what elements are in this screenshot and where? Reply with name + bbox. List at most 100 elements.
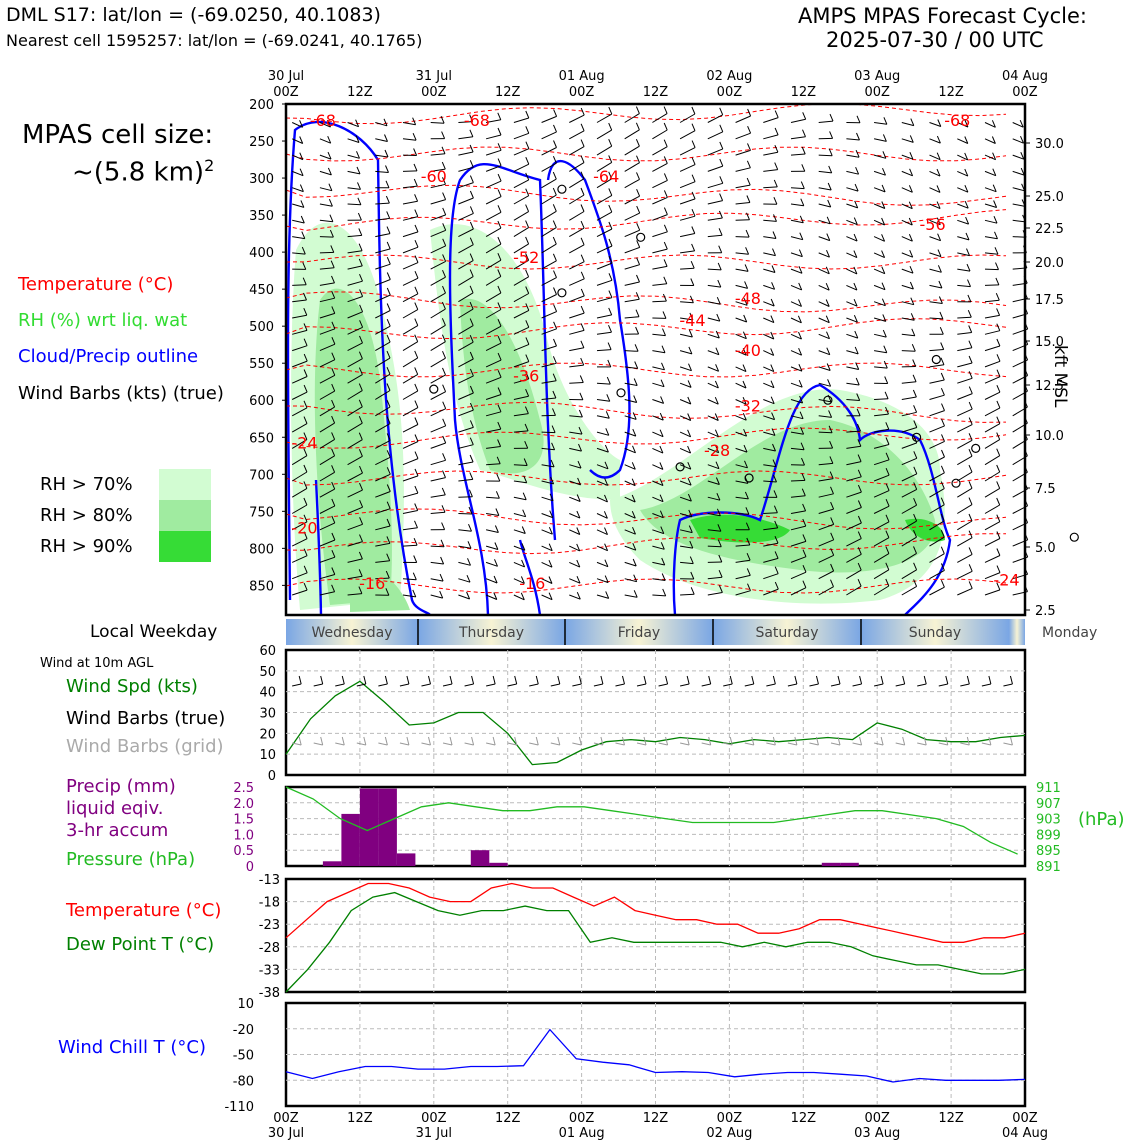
wind-barb-flag-484 <box>746 177 751 186</box>
wind-barb-flag-693 <box>936 168 941 177</box>
wind-barb-flag-277 <box>552 220 557 228</box>
wind-barb-flag-95 <box>385 195 390 204</box>
wind-barb-714 <box>929 504 945 514</box>
wind-barb-flag-46 <box>331 368 336 376</box>
wind-barb-429 <box>680 267 695 270</box>
wind-barb-359 <box>596 594 609 599</box>
wind-barb-750 <box>984 122 996 128</box>
wind-barb-688 <box>901 569 917 580</box>
wind-barb-639 <box>873 268 885 275</box>
wind-barb-flag-268 <box>520 576 525 584</box>
wind-barb-flag-202 <box>469 472 474 480</box>
wind-barb-flag-117 <box>386 553 391 561</box>
wind-barb-258 <box>513 413 529 417</box>
wind-barb-flag-85 <box>359 517 364 525</box>
wind-barb-475 <box>707 529 721 532</box>
sfc-barb-true-flag-13 <box>578 675 582 685</box>
wind-barb-672 <box>901 317 915 321</box>
wind-barb-flag-240 <box>525 110 530 119</box>
windchill-panel-ytick-4: 10 <box>237 997 254 1012</box>
wind-barb-flag-409 <box>659 429 664 437</box>
wind-barb-712 <box>929 472 945 482</box>
wind-barb-577 <box>818 236 830 242</box>
sfc-barb-true-flag-15 <box>621 675 625 685</box>
sfc-barb-grid-32 <box>981 742 992 746</box>
top-time-tick-1: 12Z <box>347 85 373 100</box>
wind-barb-740 <box>957 439 973 449</box>
wind-barb-720 <box>957 122 969 128</box>
wind-barb-362 <box>624 145 640 156</box>
wind-barb-flag-362 <box>635 139 640 147</box>
sfc-barb-grid-7 <box>442 742 453 746</box>
wind-barb-flag-783 <box>1020 167 1025 176</box>
wind-barb-flag-124 <box>413 178 418 187</box>
wind-barb-flag-316 <box>579 375 584 383</box>
wind-barb-609 <box>846 268 858 275</box>
wind-barb-437 <box>679 399 691 405</box>
sfc-barb-true-flag-10 <box>514 675 518 685</box>
precip-bar-3 <box>378 788 397 866</box>
wind-barb-113 <box>375 491 391 498</box>
wind-barb-flag-94 <box>385 180 390 188</box>
wind-barb-flag-263 <box>522 492 527 500</box>
wind-barb-flag-378 <box>632 412 637 420</box>
top-time-tick-7: 12Z <box>791 85 817 100</box>
wind-barb-546 <box>790 219 804 224</box>
wind-barb-233 <box>486 496 500 499</box>
sfc-barb-true-flag-22 <box>772 675 776 685</box>
wind-barb-flag-215 <box>497 189 502 197</box>
wind-barb-299 <box>541 594 553 601</box>
wind-barb-flag-356 <box>604 543 609 551</box>
legend-cloud: Cloud/Precip outline <box>18 346 199 367</box>
wind-barb-328 <box>569 578 581 584</box>
wind-barb-flag-280 <box>553 270 557 278</box>
wind-barb-794 <box>1012 343 1028 352</box>
wind-barb-411 <box>652 464 664 470</box>
wind-barb-flag-681 <box>913 451 918 459</box>
wind-barb-flag-631 <box>882 134 887 142</box>
wind-barb-72 <box>347 311 363 319</box>
wind-barb-308 <box>569 244 585 254</box>
wind-barb-flag-134 <box>414 334 419 342</box>
wind-barb-flag-438 <box>687 413 692 421</box>
temperature-label-14: -20 <box>291 519 317 538</box>
wind-barb-496 <box>735 382 747 389</box>
wind-barb-206 <box>458 545 472 549</box>
wind-barb-60 <box>347 122 359 128</box>
wind-barb-flag-807 <box>1024 549 1029 558</box>
wind-barb-476 <box>707 545 722 548</box>
windchill-panel-ytick-1: -80 <box>233 1074 254 1089</box>
wind-barb-25 <box>291 521 308 531</box>
temp-panel-ytick-0: -38 <box>259 986 280 1001</box>
wind-barb-flag-602 <box>855 150 860 158</box>
wind-barb-flag-249 <box>525 253 530 261</box>
wind-barb-flag-639 <box>881 266 886 274</box>
wind-barb-583 <box>818 333 830 340</box>
wind-barb-551 <box>790 301 802 307</box>
wind-barb-flag-708 <box>941 403 945 411</box>
wind-barb-80 <box>347 439 363 449</box>
wind-barb-flag-3 <box>299 168 304 176</box>
wind-barb-flag-689 <box>913 579 918 587</box>
wind-barb-flag-305 <box>580 187 585 196</box>
cloud-outline-1 <box>314 479 323 616</box>
sfc-barb-true-flag-4 <box>384 675 388 685</box>
wind-barb-231 <box>486 463 501 466</box>
weekday-cell-4 <box>861 619 1009 645</box>
sfc-barb-true-7 <box>442 683 453 687</box>
wind-barb-flag-733 <box>968 325 973 333</box>
wind-barb-700 <box>929 284 943 289</box>
wind-barb-770 <box>984 439 1000 449</box>
wind-barb-flag-800 <box>1023 432 1028 440</box>
wind-barb-255 <box>513 361 529 368</box>
wind-barb-698 <box>929 252 942 258</box>
wind-barb-flag-397 <box>663 224 668 232</box>
wind-barb-flag-587 <box>827 394 832 403</box>
wind-barb-235 <box>485 529 499 533</box>
wind-barb-580 <box>818 284 830 291</box>
wind-barb-flag-322 <box>577 477 582 486</box>
wind-barb-flag-796 <box>1024 368 1029 376</box>
wind-barb-flag-167 <box>442 384 447 392</box>
wind-barb-flag-157 <box>442 223 447 231</box>
top-date-tick-1: 31 Jul <box>416 69 452 84</box>
